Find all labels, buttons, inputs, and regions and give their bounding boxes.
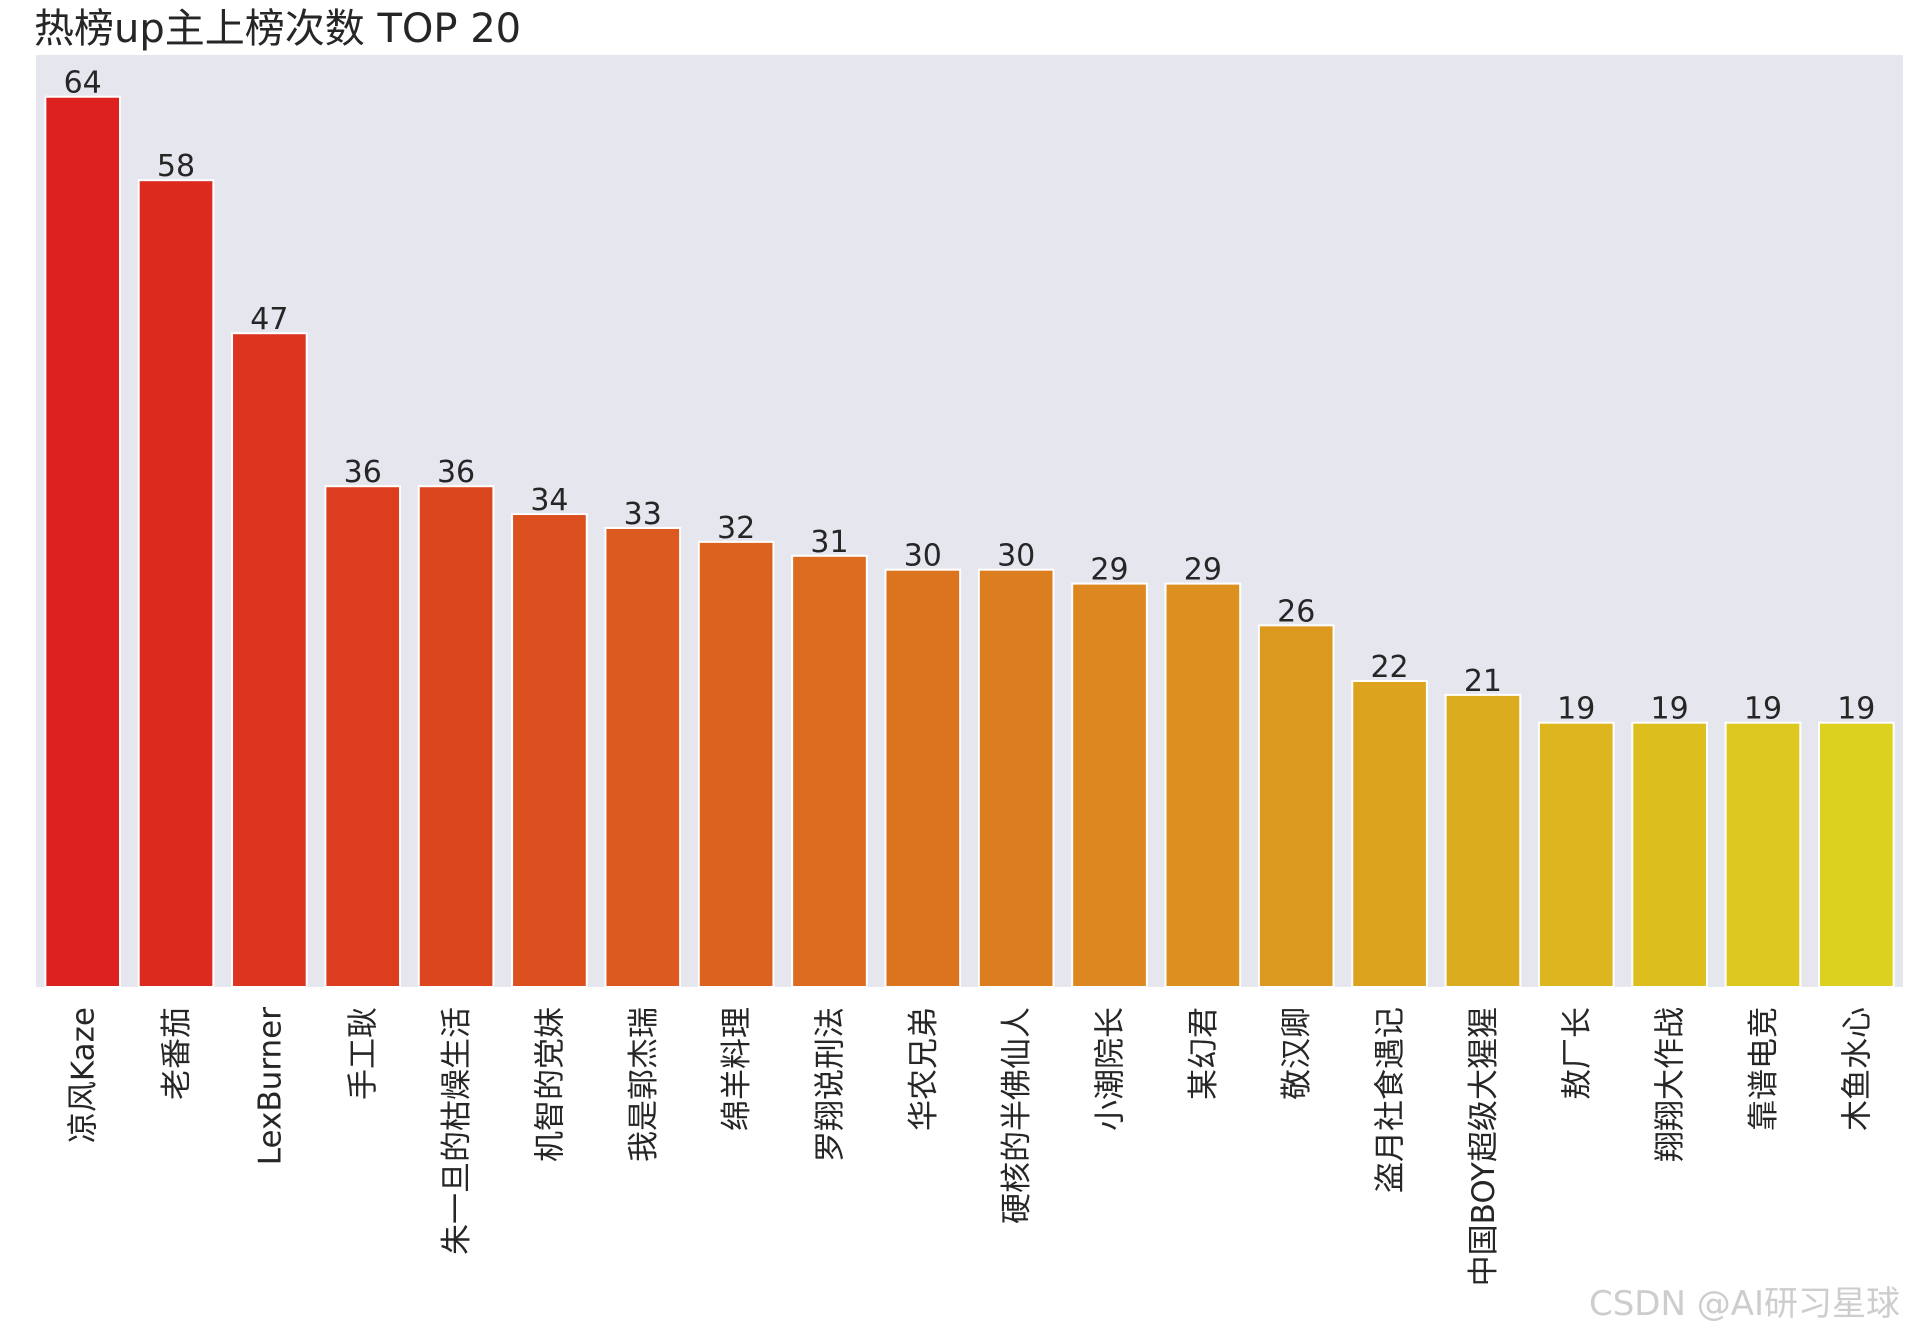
x-tick-label: 绵羊料理: [719, 1007, 755, 1131]
bar-value-label: 30: [997, 539, 1035, 574]
bar: [324, 485, 402, 988]
x-tick-label: 敖厂长: [1559, 1007, 1595, 1100]
bar: [511, 513, 588, 988]
bar-value-label: 19: [1744, 692, 1782, 727]
x-tick-label: 老番茄: [159, 1007, 195, 1100]
bar: [697, 540, 775, 988]
x-tick-label: 硬核的半佛仙人: [999, 1007, 1035, 1224]
bars-group: [44, 95, 1895, 989]
bar-value-label: 29: [1184, 553, 1222, 588]
x-tick-label: 机智的党妹: [532, 1007, 568, 1162]
bar: [1631, 721, 1708, 988]
bar-value-label: 19: [1837, 692, 1875, 727]
x-tick-label: 罗翔说刑法: [812, 1007, 848, 1162]
x-tick-label: 中国BOY超级大猩猩: [1466, 1007, 1502, 1286]
bar: [1724, 721, 1802, 988]
bar: [417, 485, 495, 988]
bar-value-label: 30: [904, 539, 942, 574]
x-tick-label: 木鱼水心: [1839, 1007, 1875, 1131]
bar: [977, 568, 1055, 988]
bar-value-label: 19: [1651, 692, 1689, 727]
x-tick-label: 某幻君: [1186, 1007, 1222, 1100]
bar: [44, 95, 122, 989]
bar-value-label: 47: [250, 302, 288, 337]
x-tick-label: 华农兄弟: [906, 1007, 942, 1131]
x-tick-label: 小潮院长: [1093, 1007, 1129, 1131]
bar: [1351, 679, 1428, 988]
plot-area: [36, 55, 1903, 987]
watermark-text: CSDN @AI研习星球: [1589, 1284, 1900, 1324]
x-tick-label: 敬汉卿: [1279, 1007, 1315, 1100]
bar-value-label: 19: [1557, 692, 1595, 727]
bar-value-label: 26: [1277, 594, 1315, 629]
x-tick-label: 靠谱电竞: [1746, 1007, 1782, 1131]
bar: [604, 526, 682, 989]
x-tick-label: 手工耿: [346, 1007, 382, 1100]
bar-value-label: 22: [1370, 650, 1408, 685]
bar: [791, 554, 868, 989]
bar-value-label: 34: [530, 483, 568, 518]
bar: [1537, 721, 1615, 988]
x-tick-label: 朱一旦的枯燥生活: [439, 1007, 475, 1255]
x-tick-label: 凉风Kaze: [66, 1007, 102, 1143]
x-tick-labels-group: 凉风Kaze 老番茄 LexBurner 手工耿 朱一旦的枯燥生活 机智的党妹 我是郭杰瑞 绵…: [66, 1007, 1876, 1287]
bar-value-label: 36: [437, 455, 475, 490]
value-labels-group: 64 58 47 36 36 34 33 32 31 30 30 29 29 26 22 21 19 19 19 19: [64, 66, 1876, 727]
bar-value-label: 31: [810, 525, 848, 560]
bar-value-label: 29: [1090, 553, 1128, 588]
chart-title: 热榜up主上榜次数 TOP 20: [34, 6, 521, 52]
bar-value-label: 36: [344, 455, 382, 490]
x-tick-label: 我是郭杰瑞: [626, 1007, 662, 1162]
x-tick-label: 翔翔大作战: [1653, 1007, 1689, 1162]
bar: [1164, 582, 1242, 988]
bar-value-label: 33: [624, 497, 662, 532]
bar: [1817, 721, 1895, 988]
bar: [884, 568, 962, 988]
bar: [1257, 624, 1335, 989]
bar: [137, 179, 215, 988]
bar-value-label: 21: [1464, 664, 1502, 699]
x-tick-label: 盗月社食遇记: [1373, 1007, 1409, 1193]
bar-value-label: 64: [64, 66, 102, 101]
bar: [231, 332, 308, 988]
x-tick-label: LexBurner: [252, 1007, 288, 1165]
bar-value-label: 58: [157, 149, 195, 184]
bar: [1071, 582, 1148, 988]
bar: [1444, 693, 1522, 988]
bar-value-label: 32: [717, 511, 755, 546]
